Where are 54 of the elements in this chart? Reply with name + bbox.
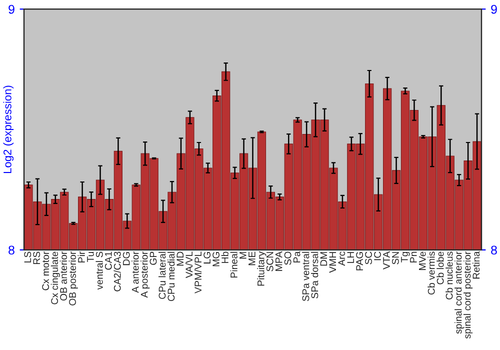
x-tick-label: VTA	[383, 251, 390, 270]
x-tick-label: CA2/CA3	[114, 252, 121, 292]
x-tick-label: VPM/VPL	[194, 252, 202, 294]
x-tick-label: LS	[24, 252, 32, 262]
x-tick-label: OB posterior	[68, 251, 78, 306]
x-tick-label: LG	[204, 252, 211, 264]
x-tick-label: CA1	[104, 252, 112, 270]
x-tick-label: RS	[33, 252, 40, 264]
x-tick-label: Cb nucleus	[446, 252, 453, 300]
x-tick-label: IC	[374, 252, 381, 260]
x-tick-label: Arc	[338, 252, 346, 266]
x-tick-label: MVe	[419, 252, 426, 270]
x-tick-label: Pir	[78, 251, 85, 262]
x-tick-label: M	[240, 252, 246, 259]
x-tick-label: OB anterior	[60, 251, 67, 301]
y2-tick-label: 8	[491, 246, 497, 255]
x-tick-label: Retina	[472, 251, 480, 279]
x-tick-label: SPa dorsal	[311, 252, 318, 298]
x-tick-label: Tg	[401, 252, 410, 262]
x-tick-label: MPA	[275, 251, 282, 271]
x-tick-label: Cx motor	[42, 251, 50, 290]
x-tick-label: Pn	[410, 252, 417, 262]
x-tick-label: Hb	[221, 252, 228, 263]
x-tick-label: Tu	[87, 252, 94, 262]
x-tick-label: SC	[365, 252, 372, 264]
x-tick-label: Pineal	[230, 252, 238, 278]
x-tick-label: Cx cingulate	[50, 252, 60, 304]
x-tick-label: SO	[284, 252, 292, 265]
x-tick-label: A anterior	[132, 251, 139, 293]
x-tick-label: LH	[347, 252, 354, 263]
x-tick-label: SPa ventral	[302, 252, 310, 302]
x-tick-label: CPu lateral	[158, 252, 166, 299]
x-tick-label: DM	[320, 252, 328, 266]
x-tick-label: MG	[212, 252, 220, 266]
x-tick-label: spinal cord posterior	[464, 251, 473, 339]
x-tick-label: MD	[176, 252, 184, 266]
x-tick-label: Cb lobe	[436, 252, 444, 284]
x-tick-label: spinal cord anterior	[454, 251, 464, 334]
x-tick-label: Pa	[293, 251, 300, 262]
x-tick-label: SCN	[266, 252, 274, 272]
x-tick-label: SN	[392, 252, 399, 264]
x-tick-label: PAG	[356, 252, 364, 270]
x-tick-label: A posterior	[140, 251, 150, 298]
x-tick-label: ME	[248, 252, 256, 266]
x-tick-label: GP	[150, 252, 157, 265]
x-tick-label: Cb vermis	[428, 252, 435, 295]
x-tick-label: Pituitary	[257, 251, 266, 286]
x-tick-label: ventral S	[96, 252, 103, 290]
y-axis-title: Log2 (expression)	[3, 86, 14, 174]
x-tick-label: VMH	[329, 252, 336, 273]
x-tick-label: VA/VL	[185, 252, 193, 278]
x-tick-label: CPu medial	[167, 252, 175, 302]
y2-tick-label: 9	[491, 4, 497, 14]
x-tick-label: DG	[122, 252, 130, 266]
